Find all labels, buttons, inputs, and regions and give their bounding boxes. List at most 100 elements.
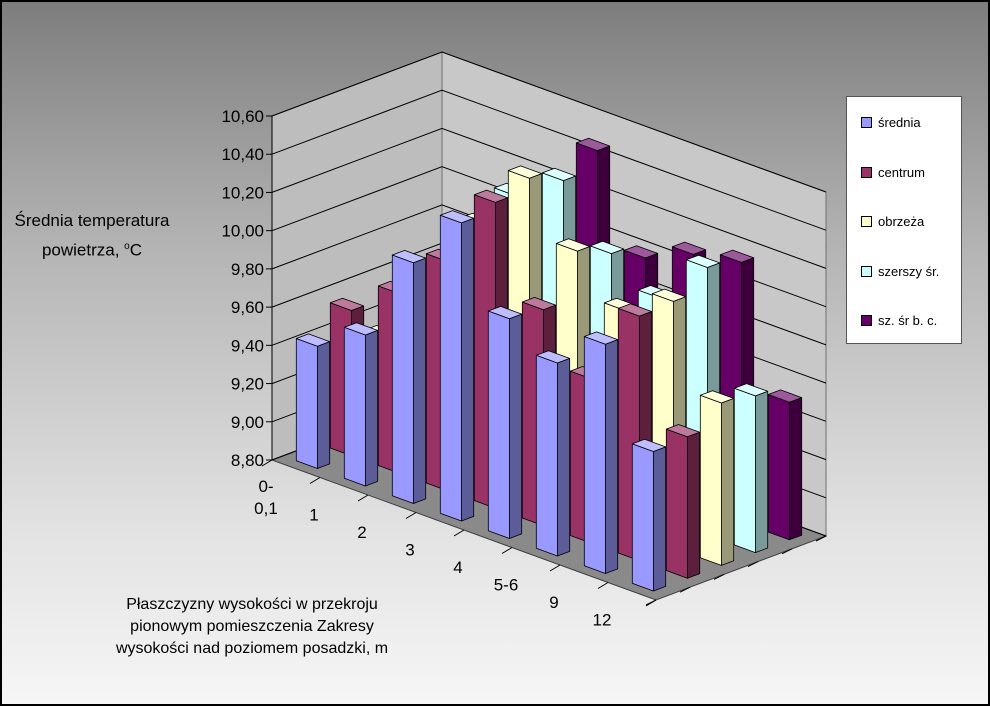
gridline: [271, 127, 827, 269]
y-axis-title: Średnia temperatura powietrza, oC: [12, 208, 172, 264]
legend-item-obrzeza: obrzeża: [861, 212, 924, 230]
bar-2-8: [665, 424, 701, 579]
bar-top-face: [767, 389, 803, 403]
bar-front-face: [439, 214, 462, 522]
bar-front-face: [295, 338, 318, 469]
bar-front-face: [535, 354, 558, 557]
bar-top-face: [343, 322, 379, 336]
bar-front-face: [487, 310, 510, 539]
y-tick-label: 9,00: [231, 413, 264, 432]
bar-side-face: [460, 217, 475, 522]
z-tick: [747, 561, 759, 568]
x-tick-label: 0,1: [254, 499, 278, 518]
y-tick-label: 9,40: [231, 336, 264, 355]
bar-top-face: [521, 296, 557, 311]
y-tick-label: 10,20: [221, 183, 264, 202]
bar-top-face: [295, 333, 331, 347]
y-tick-label: 10,40: [221, 145, 264, 164]
x-tick-label: 2: [357, 523, 366, 542]
x-tick: [501, 547, 513, 554]
bar-3-8: [699, 390, 735, 566]
bar-side-face: [721, 397, 735, 566]
z-tick: [679, 586, 691, 593]
y-tick-label: 10,00: [221, 222, 264, 241]
bar-front-face: [583, 336, 606, 574]
bar-top-face: [651, 288, 687, 302]
x-tick-label: 9: [549, 593, 558, 612]
bar-top-face: [719, 249, 755, 263]
x-axis-title-line3: wysokości nad poziomem posadzki, m: [115, 640, 389, 657]
z-tick: [815, 535, 827, 542]
bar-top-face: [699, 390, 735, 404]
x-tick: [309, 477, 321, 484]
legend: średnia centrum obrzeża szerszy śr. sz. …: [846, 96, 962, 344]
bar-top-face: [439, 210, 475, 224]
legend-swatch-sz-sr-bc: [861, 314, 872, 326]
x-tick-label: 4: [453, 558, 462, 577]
bar-front-face: [665, 428, 688, 579]
legend-swatch-obrzeza: [861, 215, 872, 227]
bar-1-3: [391, 249, 427, 504]
x-tick: [357, 494, 369, 502]
x-tick: [405, 512, 417, 519]
y-tick-label: 9,80: [231, 260, 264, 279]
z-tick: [781, 548, 793, 555]
bar-front-face: [391, 254, 414, 504]
y-tick-label: 9,20: [231, 375, 264, 394]
bar-side-face: [412, 257, 427, 504]
x-tick: [549, 564, 561, 572]
bar-side-face: [508, 313, 523, 539]
bar-1-4: [439, 210, 475, 522]
bar-top-face: [541, 167, 577, 182]
bar-1-2: [343, 322, 379, 487]
y-tick-label: 8,80: [231, 451, 264, 470]
bar-top-face: [631, 438, 667, 452]
bar-top-face: [507, 165, 543, 179]
legend-label-srednia: średnia: [878, 114, 921, 130]
legend-item-srednia: średnia: [861, 113, 921, 131]
x-axis-title-line1: Płaszczyzny wysokości w przekroju: [126, 596, 378, 613]
z-tick: [645, 599, 657, 606]
legend-label-sz-sr-bc: sz. śr b. c.: [878, 312, 938, 328]
y-axis-title-line2: powietrza,: [41, 240, 125, 260]
gridline: [271, 89, 827, 231]
bar-front-face: [343, 326, 366, 487]
bar-top-face: [575, 137, 611, 152]
bar-top-face: [589, 240, 625, 255]
y-axis-unit-degree: o: [124, 241, 130, 252]
bar-1-7: [583, 331, 619, 574]
bar-top-face: [473, 189, 509, 203]
bar-front-face: [733, 387, 756, 553]
x-tick: [453, 529, 465, 537]
bar-side-face: [789, 397, 803, 541]
x-tick-label: 3: [405, 540, 414, 559]
bar-top-face: [555, 238, 591, 252]
legend-swatch-szerszy: [861, 265, 872, 277]
x-tick-label: 12: [593, 610, 612, 629]
x-tick-label: 5-6: [494, 575, 519, 594]
bar-front-face: [699, 394, 722, 566]
bar-side-face: [316, 341, 331, 469]
legend-label-centrum: centrum: [878, 164, 925, 180]
bar-side-face: [364, 329, 379, 487]
bar-4-8: [733, 383, 769, 553]
bar-top-face: [733, 383, 769, 397]
y-tick-label: 10,60: [221, 107, 264, 126]
legend-item-centrum: centrum: [861, 163, 925, 181]
legend-swatch-centrum: [861, 166, 872, 178]
bar-side-face: [687, 431, 701, 579]
x-tick: [597, 582, 609, 589]
z-tick: [713, 573, 725, 580]
bar-top-face: [665, 424, 701, 438]
bar-top-face: [671, 241, 707, 255]
legend-item-szerszy: szerszy śr.: [861, 262, 939, 280]
gridline: [271, 51, 827, 193]
bar-top-face: [487, 305, 523, 320]
bar-top-face: [623, 245, 659, 259]
bar-front-face: [767, 394, 790, 541]
bar-side-face: [605, 339, 619, 574]
bar-top-face: [329, 297, 365, 311]
bar-side-face: [653, 446, 667, 592]
